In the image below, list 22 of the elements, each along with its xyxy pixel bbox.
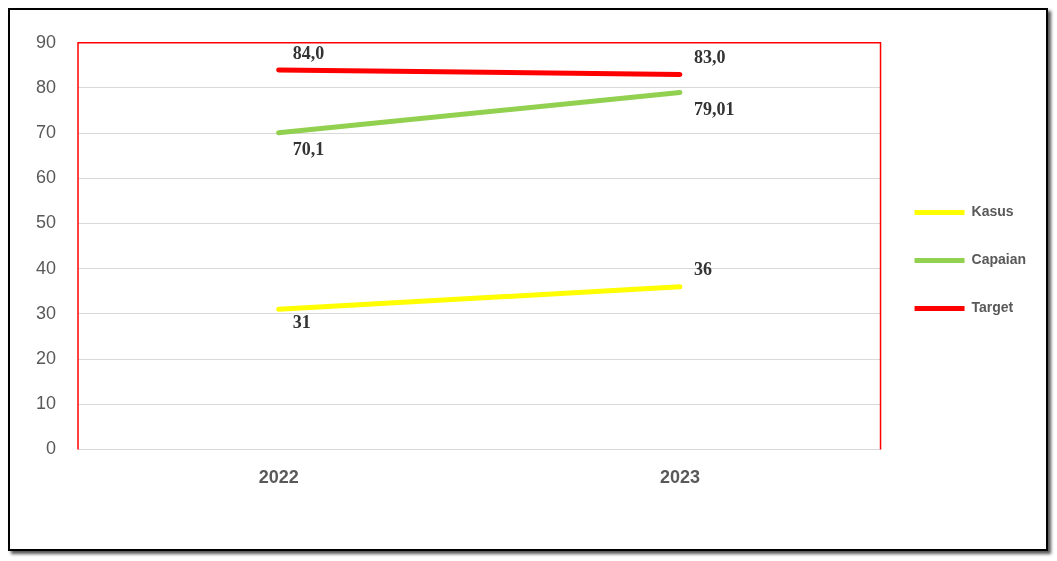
y-tick-label: 80 xyxy=(35,76,57,97)
y-tick-label: 20 xyxy=(35,348,57,369)
page-frame: Kasus Capaian Target 2022 2023 0 10 20 30 40 50 60 70 80 90 31 36 70,1 79,01 84,0 83,0 xyxy=(8,8,1048,551)
y-tick-label: 70 xyxy=(35,122,57,143)
data-label: 79,01 xyxy=(693,99,735,120)
y-tick-label: 0 xyxy=(46,438,57,459)
legend-label: Target xyxy=(971,299,1014,316)
y-tick-label: 90 xyxy=(35,31,57,52)
y-tick-label: 40 xyxy=(35,257,57,278)
x-tick-label: 2022 xyxy=(258,467,299,488)
x-tick-label: 2023 xyxy=(659,467,700,488)
data-label: 31 xyxy=(292,312,311,333)
y-tick-label: 30 xyxy=(35,302,57,323)
y-tick-label: 10 xyxy=(35,393,57,414)
data-label: 36 xyxy=(693,259,712,280)
data-label: 83,0 xyxy=(693,47,726,68)
data-label: 84,0 xyxy=(292,42,325,63)
data-label: 70,1 xyxy=(292,139,325,160)
legend-label: Capaian xyxy=(971,251,1027,268)
y-tick-label: 60 xyxy=(35,167,57,188)
legend-label: Kasus xyxy=(971,203,1014,220)
y-tick-label: 50 xyxy=(35,212,57,233)
